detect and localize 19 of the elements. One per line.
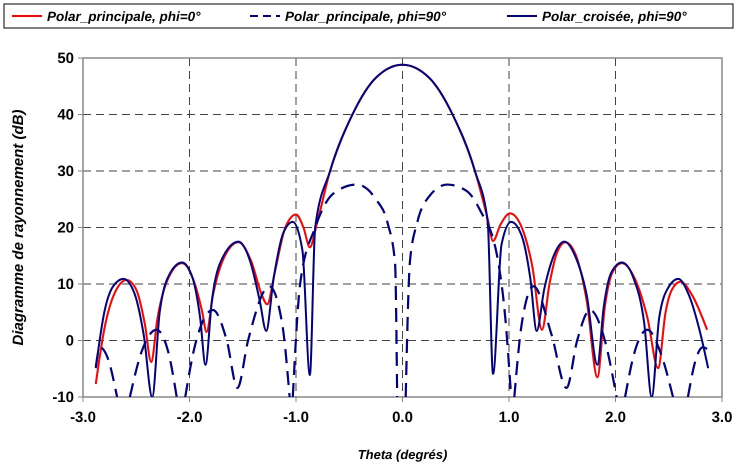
y-tick-label: -10 [52, 389, 74, 406]
x-tick-label: 1.0 [498, 409, 520, 426]
y-tick-label: 10 [57, 276, 74, 293]
x-axis-title: Theta (degrés) [358, 447, 448, 462]
y-tick-label: 20 [57, 220, 74, 236]
x-tick-label: 0.0 [392, 409, 413, 426]
legend-label: Polar_croisée, phi=90° [542, 9, 688, 24]
y-tick-label: 30 [57, 163, 74, 180]
x-tick-label: -3.0 [70, 409, 96, 426]
legend-label: Polar_principale, phi=90° [285, 9, 447, 24]
x-tick-label: 2.0 [605, 409, 626, 426]
y-axis-title: Diagramme de rayonnement (dB) [10, 110, 27, 346]
y-tick-label: 50 [57, 50, 74, 67]
y-tick-label: 0 [66, 332, 74, 350]
legend-label: Polar_principale, phi=0° [47, 9, 202, 24]
x-tick-label: -2.0 [176, 409, 202, 426]
x-tick-label: -1.0 [283, 409, 309, 426]
x-tick-label: 3.0 [712, 409, 732, 426]
y-tick-label: 40 [57, 106, 74, 124]
